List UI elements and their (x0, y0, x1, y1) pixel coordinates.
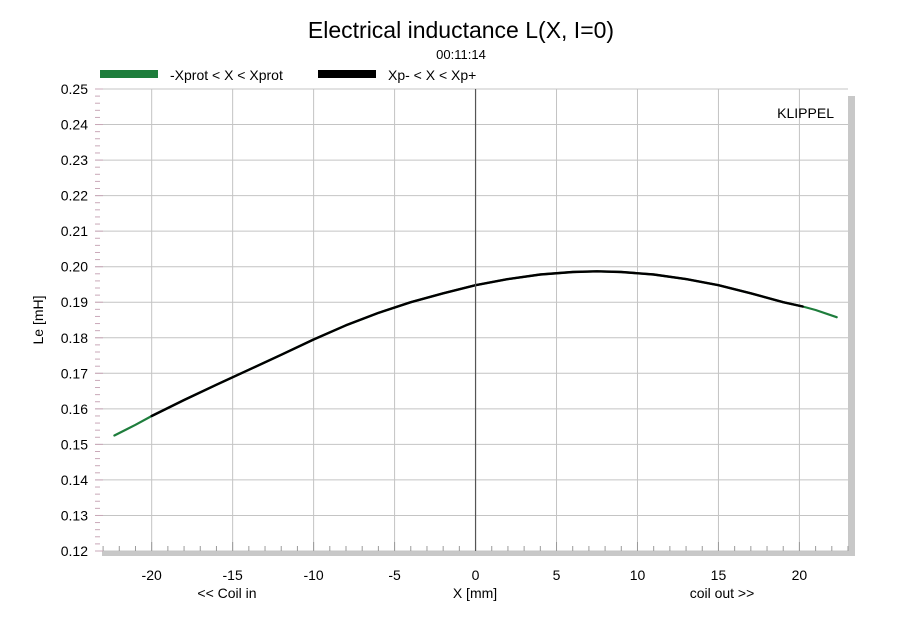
x-axis-note-coil-out: coil out >> (690, 585, 755, 601)
x-tick-label: -15 (223, 567, 243, 583)
chart-subtitle: 00:11:14 (436, 47, 486, 62)
minor-ticks (95, 88, 849, 552)
x-axis-note-coil-in: << Coil in (197, 585, 256, 601)
x-tick-label: 20 (792, 567, 808, 583)
x-tick-label: -20 (142, 567, 162, 583)
legend-label-protected-range: -Xprot < X < Xprot (170, 67, 283, 83)
y-tick-label: 0.25 (61, 81, 88, 97)
x-tick-label: 10 (630, 567, 646, 583)
y-tick-label: 0.23 (61, 152, 88, 168)
y-tick-label: 0.15 (61, 436, 88, 452)
series-line-1 (150, 270, 804, 418)
klippel-watermark: KLIPPEL (777, 105, 834, 121)
y-tick-label: 0.24 (61, 117, 88, 133)
x-tick-label: 15 (711, 567, 727, 583)
x-axis-label: X [mm] (453, 585, 497, 601)
plot-area (95, 89, 848, 551)
tick-labels: -20 -15 -10 -5 0 5 10 15 20 0.12 0.13 0.14 0.15 0.16 0… (61, 81, 808, 583)
y-tick-label: 0.21 (61, 223, 88, 239)
series-lines (113, 270, 838, 437)
x-tick-label: 0 (472, 567, 480, 583)
grid (95, 88, 848, 552)
y-tick-label: 0.16 (61, 401, 88, 417)
y-tick-label: 0.13 (61, 507, 88, 523)
y-tick-label: 0.22 (61, 188, 88, 204)
y-tick-label: 0.19 (61, 294, 88, 310)
x-tick-label: -5 (388, 567, 401, 583)
y-tick-label: 0.14 (61, 472, 88, 488)
y-tick-label: 0.12 (61, 543, 88, 559)
x-tick-label: 5 (553, 567, 561, 583)
y-axis-label: Le [mH] (30, 295, 46, 344)
legend-swatch-protected-range (100, 70, 158, 78)
legend: -Xprot < X < Xprot Xp- < X < Xp+ (100, 67, 476, 83)
x-tick-label: -10 (303, 567, 323, 583)
y-tick-label: 0.18 (61, 330, 88, 346)
y-tick-label: 0.20 (61, 259, 88, 275)
legend-swatch-peak-range (318, 70, 376, 78)
y-tick-label: 0.17 (61, 365, 88, 381)
chart-title: Electrical inductance L(X, I=0) (308, 17, 614, 43)
legend-label-peak-range: Xp- < X < Xp+ (388, 67, 476, 83)
